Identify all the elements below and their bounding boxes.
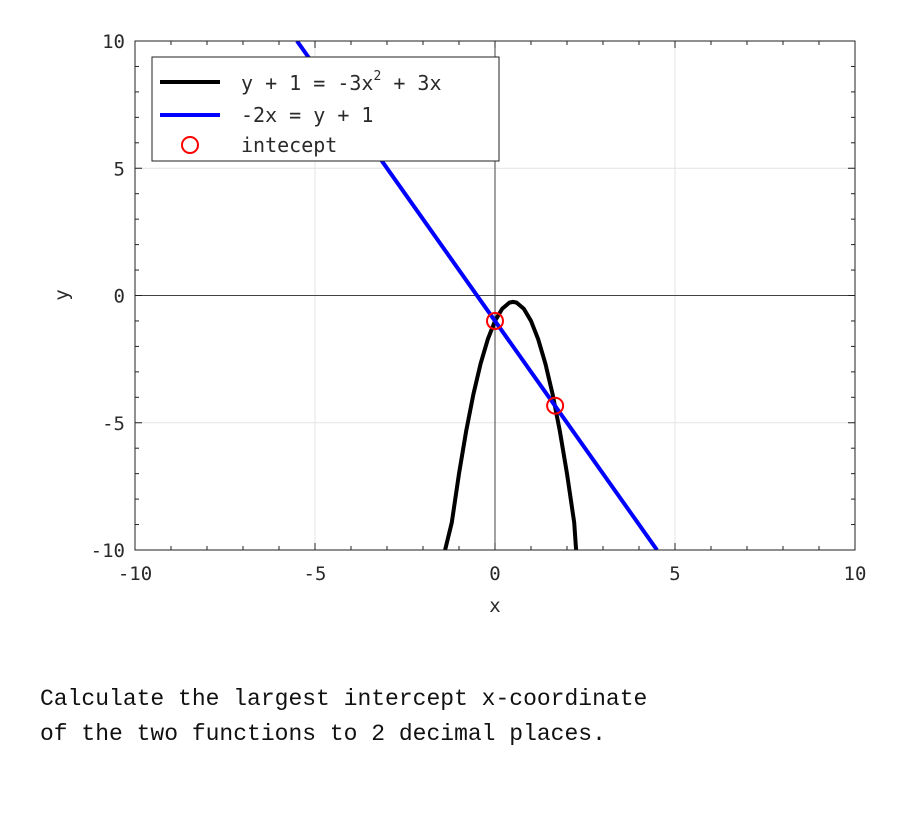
y-tick-label: -5 (102, 413, 125, 435)
x-tick-label: 10 (844, 563, 867, 585)
x-axis-label: x (489, 595, 500, 617)
legend: y + 1 = -3x2 + 3x -2x = y + 1 intecept (151, 56, 500, 162)
question-line-2: of the two functions to 2 decimal places… (40, 721, 606, 747)
parabola-series-line (443, 299, 579, 550)
legend-label-parabola: y + 1 = -3x2 + 3x (241, 69, 442, 95)
chart: -10 -5 0 5 10 -10 -5 0 5 10 x y y + 1 = -3x2 + 3x… (51, 31, 867, 617)
y-tick-label: 0 (114, 286, 125, 308)
intercept-point (546, 396, 565, 415)
legend-box (151, 56, 500, 162)
x-tick-label: 5 (669, 563, 680, 585)
y-tick-label: -10 (91, 540, 125, 562)
question-text: Calculate the largest intercept x-coordi… (40, 682, 880, 752)
ticks: -10 -5 0 5 10 -10 -5 0 5 10 (91, 31, 867, 585)
y-axis-label: y (51, 289, 73, 300)
legend-label-intercept: intecept (241, 133, 337, 157)
question-line-1: Calculate the largest intercept x-coordi… (40, 686, 648, 712)
y-tick-label: 5 (114, 158, 125, 180)
legend-label-line: -2x = y + 1 (241, 103, 373, 127)
x-tick-label: -10 (118, 563, 152, 585)
intercept-point (486, 311, 504, 330)
x-tick-label: -5 (304, 563, 327, 585)
x-tick-label: 0 (489, 563, 500, 585)
legend-marker-intercept (181, 136, 199, 154)
y-tick-label: 10 (102, 31, 125, 53)
